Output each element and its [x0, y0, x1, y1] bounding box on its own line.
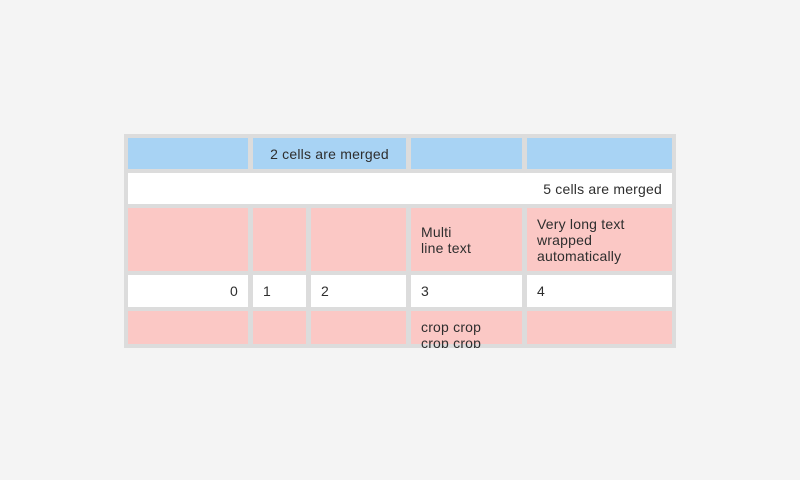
cell-r5c5[interactable] [527, 311, 672, 348]
cell-r3c3[interactable] [311, 208, 406, 271]
table: 2 cells are merged 5 cells are merged Mu… [124, 134, 676, 348]
cell-r5c2[interactable] [253, 311, 306, 348]
cell-r4c5[interactable]: 4 [527, 275, 672, 307]
cell-r4c3[interactable]: 2 [311, 275, 406, 307]
cell-r1c4[interactable] [411, 138, 522, 169]
cell-r5c3[interactable] [311, 311, 406, 348]
cell-r3c4-multiline[interactable]: Multi line text [411, 208, 522, 271]
cell-r3c5-wrapped[interactable]: Very long text wrapped automatically [527, 208, 672, 271]
cell-r1c1[interactable] [128, 138, 248, 169]
cell-r5c4-cropped-text[interactable]: crop crop crop crop [411, 311, 522, 348]
cell-r3c2[interactable] [253, 208, 306, 271]
cell-r4c2[interactable]: 1 [253, 275, 306, 307]
cell-r4c1[interactable]: 0 [128, 275, 248, 307]
cell-r1c5[interactable] [527, 138, 672, 169]
cell-r2-merged-5cells[interactable]: 5 cells are merged [128, 173, 672, 204]
cell-r1-merged-2cells[interactable]: 2 cells are merged [253, 138, 406, 169]
cell-r3c1[interactable] [128, 208, 248, 271]
cell-r5c1[interactable] [128, 311, 248, 348]
cell-r4c4[interactable]: 3 [411, 275, 522, 307]
